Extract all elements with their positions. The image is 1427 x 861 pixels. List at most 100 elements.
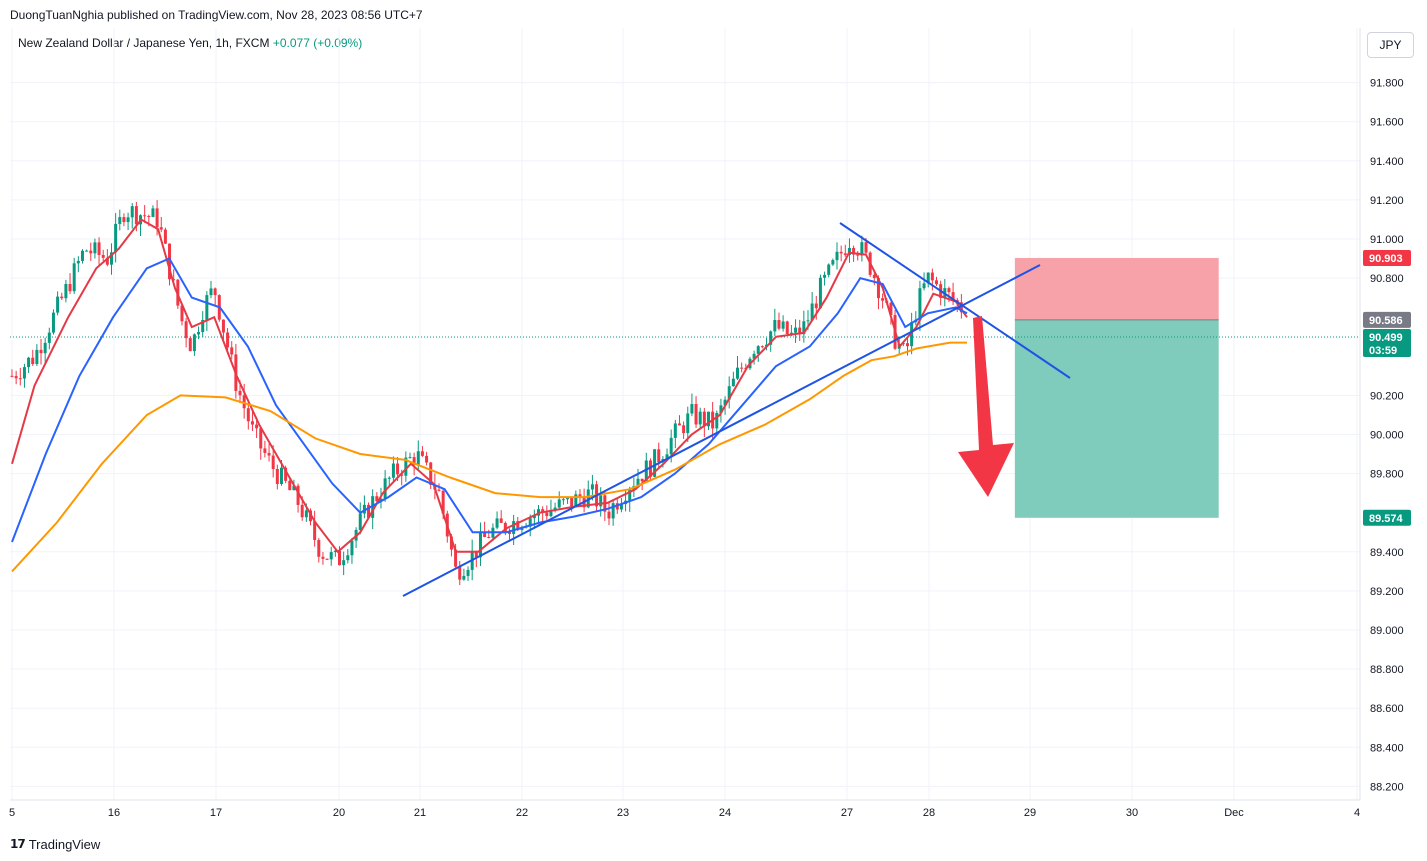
candle-body (512, 521, 516, 534)
candle-body (163, 229, 167, 244)
candle-body (922, 283, 926, 289)
candle-body (47, 332, 51, 343)
time-tick-label: 23 (617, 807, 629, 819)
candle-body (905, 343, 909, 347)
candle-body (321, 556, 325, 559)
candle-body (379, 498, 383, 502)
candle-body (794, 327, 798, 333)
price-tag-box (1363, 509, 1411, 526)
candle-body (947, 288, 951, 293)
price-tick-label: 88.600 (1370, 703, 1404, 715)
footer: 𝟭𝟳 TradingView (10, 834, 100, 854)
time-tick-label: 24 (719, 807, 731, 819)
time-tick-label: 4 (1354, 807, 1360, 819)
candle-body (487, 536, 491, 538)
candle-body (437, 489, 441, 491)
candle-body (831, 260, 835, 265)
candle-body (300, 504, 304, 518)
candle-body (221, 319, 225, 333)
candle-body (839, 251, 843, 254)
candle-body (528, 518, 532, 527)
down-arrow (958, 316, 1014, 497)
publisher-line: DuongTuanNghia published on TradingView.… (10, 8, 423, 22)
price-tick-label: 91.200 (1370, 195, 1404, 207)
ema-line-mid (11, 257, 968, 543)
time-axis[interactable]: 5 16 17 20 21 22 23 24 27 28 29 30 Dec 4 (9, 807, 1360, 819)
candle-body (155, 208, 159, 228)
candle-body (51, 312, 55, 333)
candle-body (852, 247, 856, 255)
candle-body (400, 474, 404, 476)
candle-body (143, 215, 147, 217)
candle-body (731, 378, 735, 387)
candle-body (462, 575, 466, 580)
candle-body (134, 206, 138, 225)
candle-body (76, 260, 80, 264)
candle-body (694, 404, 698, 425)
candle-body (785, 321, 789, 334)
candle-body (823, 274, 827, 278)
candle-body (325, 558, 329, 560)
candle-body (458, 566, 462, 580)
candle-body (843, 253, 847, 255)
price-tick-label: 89.000 (1370, 625, 1404, 637)
candle-body (184, 321, 188, 339)
price-tick-label: 88.400 (1370, 742, 1404, 754)
candle-body (27, 357, 31, 368)
candle-body (449, 536, 453, 550)
candle-body (271, 455, 275, 469)
candle-body (532, 515, 536, 519)
candle-body (226, 332, 230, 348)
candle-body (926, 272, 930, 284)
candle-body (781, 321, 785, 329)
candle-body (876, 278, 880, 299)
candle-body (329, 552, 333, 560)
candle-body (673, 423, 677, 438)
candle-body (338, 550, 342, 566)
candle-body (263, 448, 267, 453)
time-tick-label: 20 (333, 807, 345, 819)
time-tick-label: 22 (516, 807, 528, 819)
candle-body (292, 485, 296, 491)
candle-body (408, 457, 412, 459)
candle-body (889, 302, 893, 315)
candle-body (698, 411, 702, 425)
candle-body (317, 539, 321, 557)
time-tick-label: 30 (1126, 807, 1138, 819)
candle-body (789, 332, 793, 334)
candle-body (159, 227, 163, 230)
candle-body (856, 254, 860, 256)
candle-body (242, 395, 246, 409)
candle-body (188, 338, 192, 352)
candle-body (238, 390, 242, 396)
price-tag-box (1363, 328, 1411, 357)
candle-body (114, 223, 118, 253)
candle-body (168, 243, 172, 280)
time-tick-label: 27 (841, 807, 853, 819)
candle-body (541, 509, 545, 513)
candle-body (910, 322, 914, 347)
price-tag-value: 89.574 (1369, 513, 1404, 525)
candle-body (810, 303, 814, 321)
candle-body (864, 242, 868, 253)
candle-body (549, 509, 553, 517)
candle-body (22, 367, 26, 379)
candle-body (777, 320, 781, 329)
candle-body (847, 247, 851, 255)
time-tick-label: 29 (1024, 807, 1036, 819)
candle-body (126, 217, 130, 223)
candle-body (930, 272, 934, 281)
currency-button[interactable]: JPY (1367, 32, 1414, 58)
candle-body (723, 399, 727, 406)
candle-body (201, 319, 205, 333)
candle-body (628, 489, 632, 501)
trendlines[interactable] (402, 222, 1071, 597)
candle-body (669, 437, 673, 455)
candle-body (31, 357, 35, 365)
price-axis[interactable]: 91.800 91.600 91.400 91.200 91.000 90.800 90.2… (1370, 78, 1404, 794)
candle-body (205, 295, 209, 320)
time-tick-label: 17 (210, 807, 222, 819)
candle-body (267, 452, 271, 456)
